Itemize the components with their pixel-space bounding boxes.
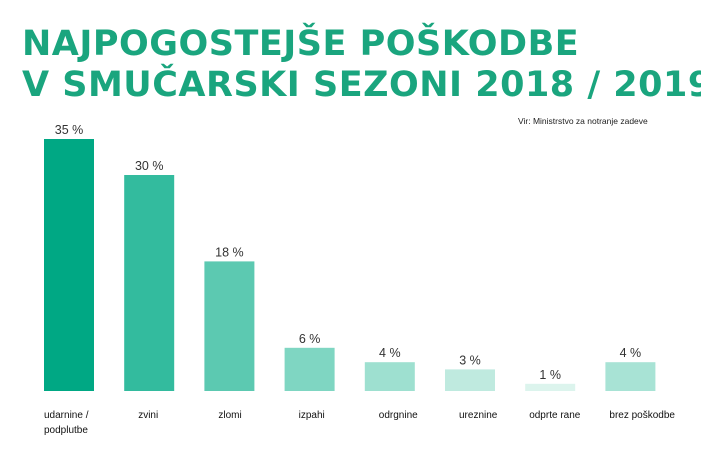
bar-6 bbox=[525, 383, 576, 391]
value-label-4: 4 % bbox=[379, 346, 401, 360]
bar-4 bbox=[364, 362, 415, 391]
bar-3 bbox=[284, 347, 335, 391]
value-label-0: 35 % bbox=[55, 123, 84, 137]
chart-title: NAJPOGOSTEJŠE POŠKODBE V SMUČARSKI SEZON… bbox=[22, 24, 701, 106]
value-label-6: 1 % bbox=[539, 368, 561, 382]
bar-7 bbox=[605, 362, 656, 391]
value-label-2: 18 % bbox=[215, 245, 244, 259]
category-label-3: izpahi bbox=[299, 410, 325, 421]
value-label-3: 6 % bbox=[299, 332, 321, 346]
value-label-1: 30 % bbox=[135, 159, 164, 173]
category-label-1: zvini bbox=[138, 410, 158, 421]
value-label-7: 4 % bbox=[620, 346, 642, 360]
category-label-7: brez poškodbe bbox=[609, 410, 675, 421]
category-label-5: ureznine bbox=[459, 410, 498, 421]
bar-0 bbox=[44, 139, 94, 391]
chart-title-line-1: NAJPOGOSTEJŠE POŠKODBE bbox=[22, 24, 580, 64]
category-label-2: zlomi bbox=[218, 410, 241, 421]
bar-1 bbox=[124, 175, 175, 391]
chart-title-line-2: V SMUČARSKI SEZONI 2018 / 2019 bbox=[22, 65, 701, 105]
category-label-0: udarnine / podplutbe bbox=[44, 410, 89, 436]
source-note: Vir: Ministrstvo za notranje zadeve bbox=[518, 116, 648, 126]
bar-5 bbox=[445, 369, 495, 391]
value-label-5: 3 % bbox=[459, 353, 481, 367]
category-label-4: odrgnine bbox=[379, 410, 418, 421]
bar-2 bbox=[204, 261, 255, 391]
category-label-6: odprte rane bbox=[529, 410, 581, 421]
